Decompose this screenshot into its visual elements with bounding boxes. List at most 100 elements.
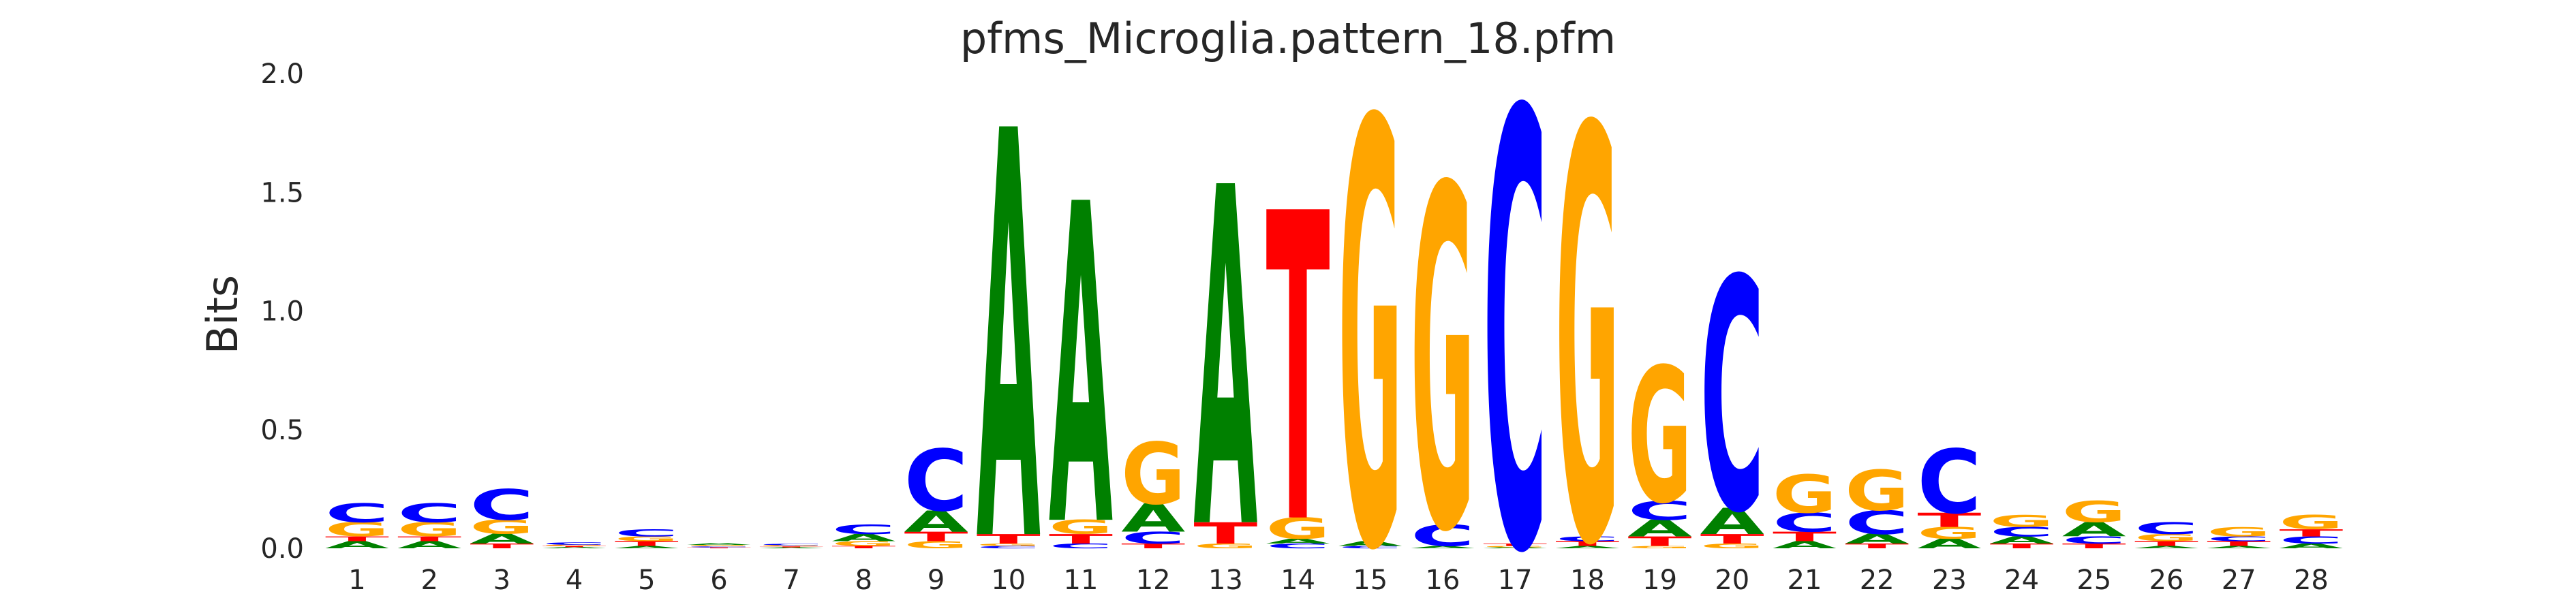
logo-letter-g: G xyxy=(831,540,895,548)
y-axis-ticks: 0.0 0.5 1.0 1.5 2.0 xyxy=(260,59,304,565)
logo-letter-a: A xyxy=(2134,546,2199,550)
logo-letter-t: T xyxy=(1845,542,1910,550)
logo-letter-a: A xyxy=(759,547,824,548)
logo-letter-c: C xyxy=(687,546,751,548)
x-tick-label: 5 xyxy=(638,565,655,596)
logo-letter-c: C xyxy=(2134,519,2198,538)
logo-letter-t: T xyxy=(542,546,607,548)
logo-letter-t: T xyxy=(1266,126,1331,613)
logo-letter-g: G xyxy=(1773,465,1837,525)
logo-letter-a: A xyxy=(1555,546,1620,550)
logo-letter-g: G xyxy=(1700,542,1764,550)
logo-letter-a: A xyxy=(2207,546,2271,550)
logo-letter-t: T xyxy=(1917,509,1981,531)
logo-letter-c: C xyxy=(1483,0,1547,613)
logo-letter-t: T xyxy=(325,535,390,543)
logo-letter-a: A xyxy=(1483,547,1548,549)
logo-letter-c: C xyxy=(325,499,389,529)
y-tick-label: 0.5 xyxy=(260,415,304,446)
logo-letter-g: G xyxy=(470,516,534,539)
logo-letter-t: T xyxy=(1773,529,1837,544)
logo-letter-a: A xyxy=(1773,539,1837,551)
x-tick-label: 28 xyxy=(2294,565,2329,596)
logo-letter-a: A xyxy=(687,543,752,546)
logo-letter-c: C xyxy=(759,544,823,546)
logo-letter-c: C xyxy=(1628,496,1692,526)
x-tick-label: 20 xyxy=(1715,565,1749,596)
logo-letter-t: T xyxy=(1049,532,1113,547)
logo-letter-t: T xyxy=(2062,542,2127,550)
x-tick-label: 3 xyxy=(493,565,510,596)
logo-letter-c: C xyxy=(397,499,461,529)
logo-letter-t: T xyxy=(687,547,751,548)
logo-letter-t: T xyxy=(2279,527,2343,539)
x-tick-label: 22 xyxy=(1860,565,1895,596)
x-tick-label: 12 xyxy=(1136,565,1171,596)
logo-letter-g: G xyxy=(615,535,679,543)
logo-letter-t: T xyxy=(1990,542,2055,550)
logo-letter-a: A xyxy=(904,505,969,539)
logo-letter-c: C xyxy=(2279,535,2343,546)
logo-letter-g: G xyxy=(1193,542,1257,550)
logo-letter-c: C xyxy=(1049,542,1113,550)
x-tick-label: 14 xyxy=(1281,565,1315,596)
x-tick-label: 4 xyxy=(566,565,583,596)
x-tick-label: 27 xyxy=(2222,565,2256,596)
logo-letter-g: G xyxy=(1049,516,1113,539)
x-tick-label: 11 xyxy=(1064,565,1099,596)
x-tick-label: 24 xyxy=(2004,565,2039,596)
logo-letter-t: T xyxy=(1121,542,1186,550)
logo-letter-a: A xyxy=(1411,546,1475,550)
logo-letter-t: T xyxy=(1628,534,1692,549)
logo-letter-g: G xyxy=(687,545,751,547)
logo-letter-t: T xyxy=(1555,540,1620,548)
logo-letter-g: G xyxy=(2279,512,2343,534)
logo-letter-c: C xyxy=(1338,546,1402,550)
logo-letter-g: G xyxy=(1411,91,1475,613)
logo-letter-stacks: ATGCATGCTAGCATGCATGCTCGAATGCTGACGTACCGTA… xyxy=(325,0,2344,613)
x-tick-label: 13 xyxy=(1208,565,1243,596)
logo-letter-g: G xyxy=(1628,546,1692,550)
logo-letter-t: T xyxy=(759,546,823,548)
x-tick-label: 7 xyxy=(782,565,799,596)
y-axis-label: Bits xyxy=(198,275,247,354)
logo-letter-g: G xyxy=(2062,495,2126,529)
x-tick-label: 6 xyxy=(710,565,727,596)
x-tick-label: 26 xyxy=(2149,565,2184,596)
logo-letter-c: C xyxy=(1845,504,1909,542)
x-tick-label: 19 xyxy=(1642,565,1677,596)
logo-letter-a: A xyxy=(1628,516,1692,542)
x-tick-label: 15 xyxy=(1353,565,1387,596)
logo-letter-a: A xyxy=(1193,91,1258,613)
logo-letter-g: G xyxy=(325,518,389,541)
logo-letter-a: A xyxy=(1700,501,1764,543)
logo-letter-g: G xyxy=(397,518,461,541)
logo-letter-a: A xyxy=(977,16,1041,613)
logo-letter-g: G xyxy=(1266,512,1330,546)
x-tick-label: 9 xyxy=(927,565,945,596)
logo-letter-t: T xyxy=(397,535,462,543)
logo-letter-t: T xyxy=(1700,532,1764,547)
logo-letter-c: C xyxy=(1411,518,1475,552)
x-tick-label: 2 xyxy=(420,565,438,596)
logo-letter-a: A xyxy=(1121,496,1186,541)
logo-letter-a: A xyxy=(1845,531,1909,546)
logo-letter-c: C xyxy=(470,481,534,530)
logo-letter-t: T xyxy=(1193,516,1258,550)
logo-letter-a: A xyxy=(1917,536,1981,551)
logo-letter-c: C xyxy=(904,432,968,531)
y-tick-label: 1.0 xyxy=(260,296,304,328)
logo-letter-a: A xyxy=(397,539,461,551)
x-axis-ticks: 1 2 3 4 5 6 7 8 9 10 11 12 13 14 15 16 17 18 19 20 21 22 23 24 2… xyxy=(348,565,2329,596)
logo-letter-c: C xyxy=(1700,213,1764,583)
logo-letter-c: C xyxy=(1773,507,1837,537)
x-tick-label: 18 xyxy=(1570,565,1605,596)
logo-letter-c: C xyxy=(2062,535,2126,546)
x-tick-label: 16 xyxy=(1426,565,1460,596)
logo-letter-g: G xyxy=(1121,425,1185,523)
logo-letter-a: A xyxy=(470,531,534,546)
logo-letter-a: A xyxy=(2062,518,2126,541)
logo-letter-a: A xyxy=(1990,535,2054,546)
x-tick-label: 17 xyxy=(1498,565,1533,596)
